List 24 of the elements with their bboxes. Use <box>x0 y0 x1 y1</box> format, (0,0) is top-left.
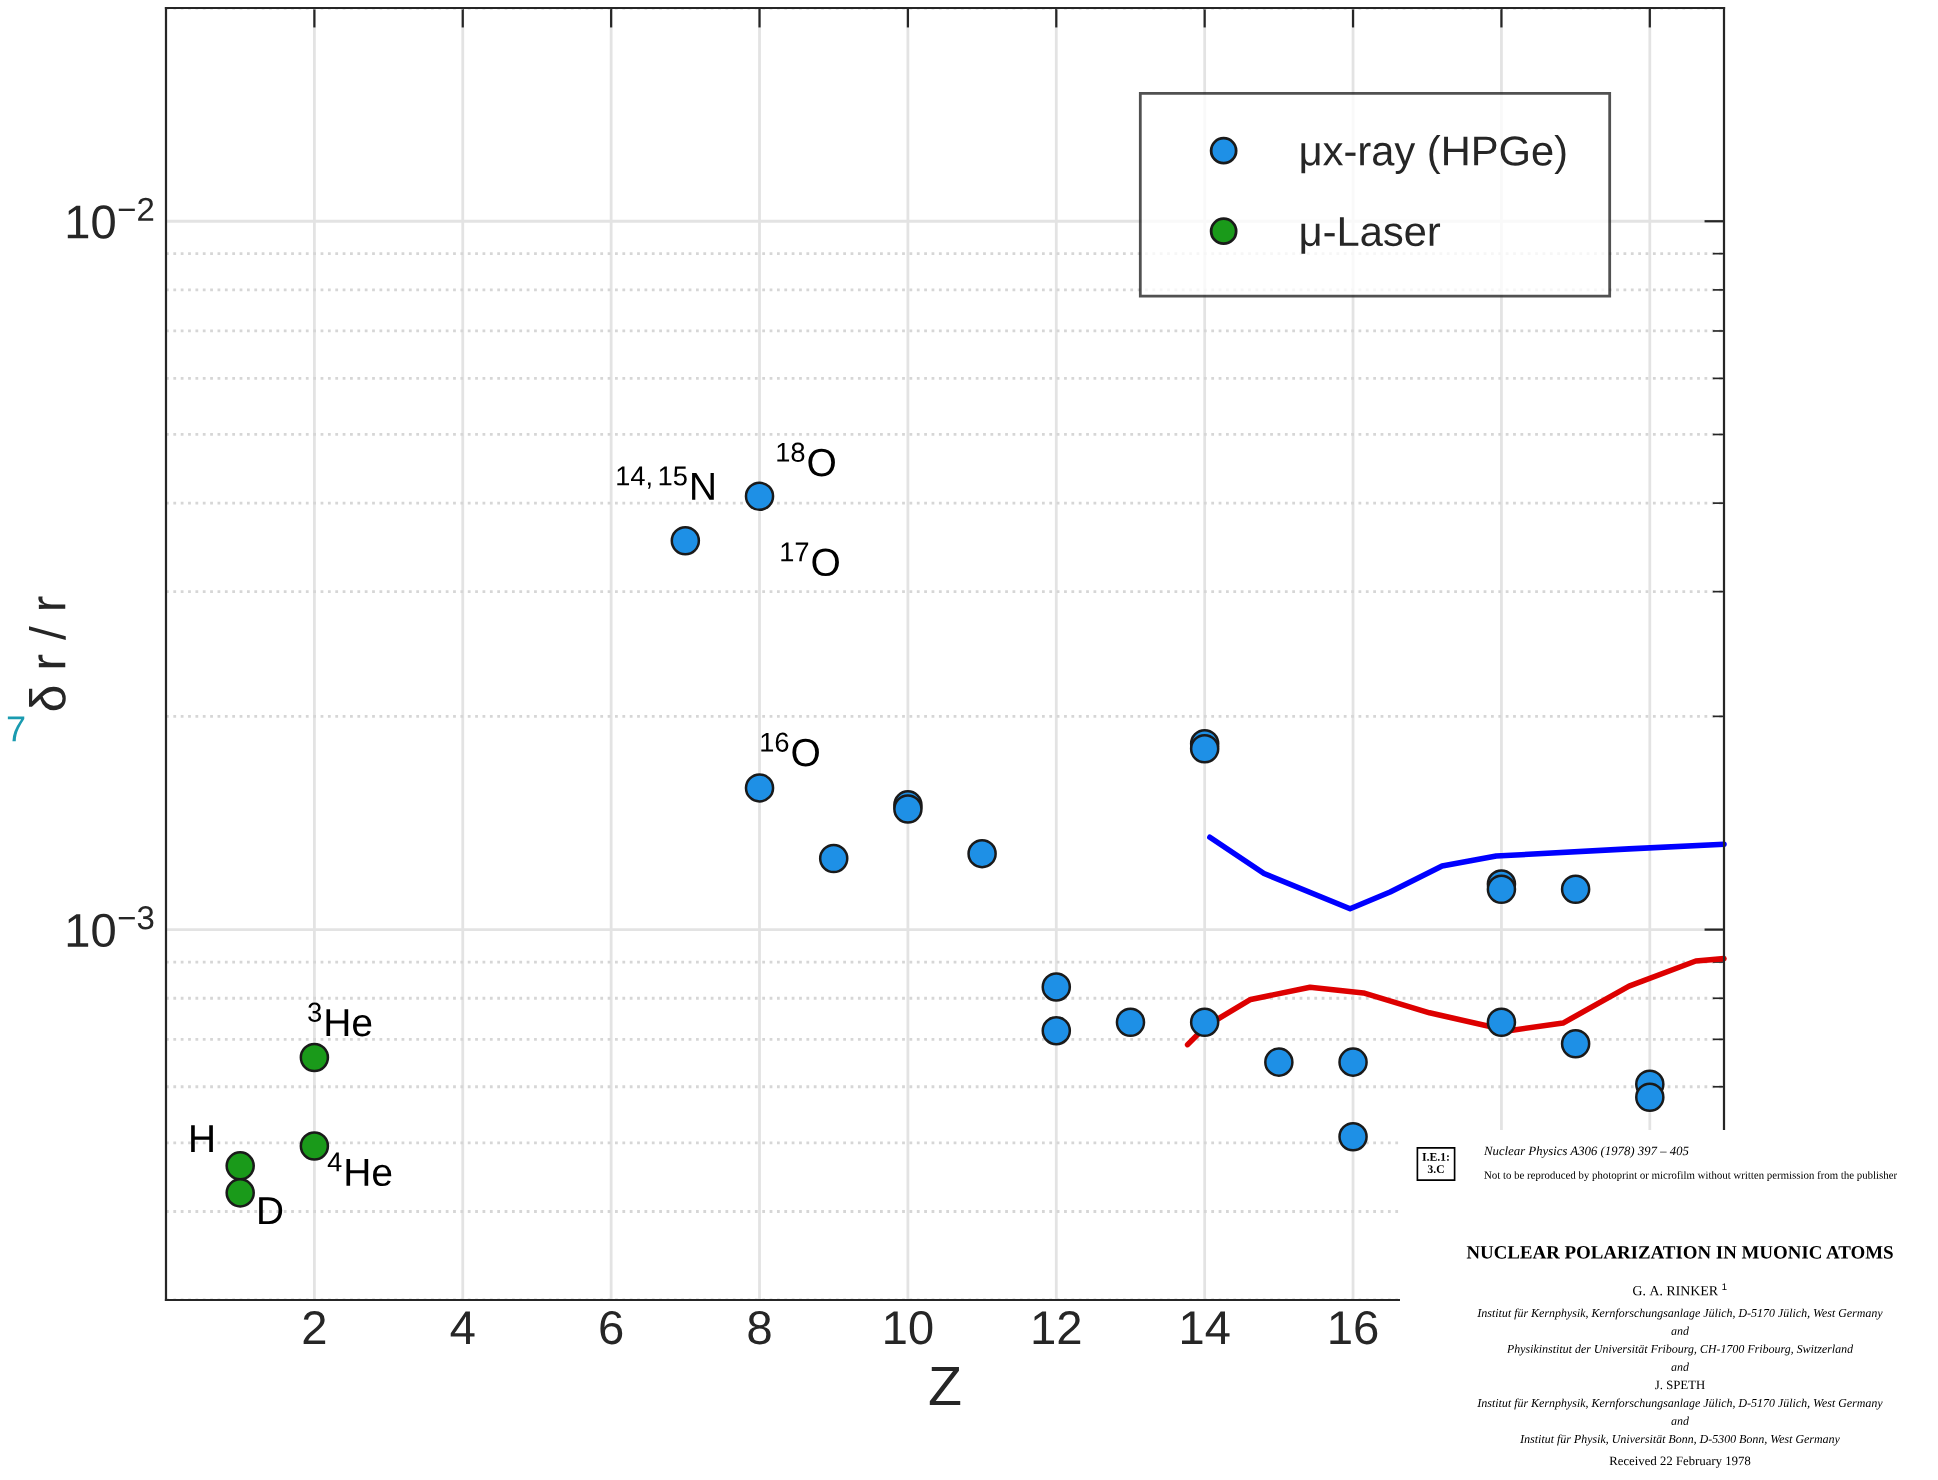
x-tick-label: 2 <box>303 1310 326 1344</box>
annotation: H <box>191 1125 213 1153</box>
annotation: $^{16}$O <box>761 732 819 767</box>
annotation: NUCLEAR POLARIZATION IN MUONIC ATOMS <box>1466 1246 1893 1259</box>
y-tick-label: 10$^{−3}$ <box>67 906 154 948</box>
x-axis-title: Z <box>929 1366 961 1406</box>
x-tick-label: 8 <box>748 1310 771 1345</box>
x-tick-label: 14 <box>1182 1311 1230 1344</box>
x-tick-label: 6 <box>600 1310 623 1345</box>
annotation: $^{3}$He <box>308 1002 372 1037</box>
annotation: $^{17}$O <box>781 542 839 577</box>
annotation: $^{4}$He <box>327 1152 392 1187</box>
legend-label: μx-ray (HPGe) <box>1301 135 1566 174</box>
x-tick-label: 12 <box>1033 1310 1081 1344</box>
annotation: D <box>259 1197 283 1225</box>
x-tick-label: 16 <box>1330 1310 1378 1345</box>
y-tick-label: 10$^{−2}$ <box>67 197 154 239</box>
x-tick-label: 4 <box>450 1311 475 1344</box>
annotation: $^{18}$O <box>777 442 835 477</box>
y-axis-title: δ r / r <box>29 596 66 711</box>
annotation: $^{14,15}$N <box>617 466 714 500</box>
legend-label: μ-Laser <box>1301 217 1441 254</box>
text: 7 <box>7 716 25 742</box>
x-tick-label: 10 <box>885 1310 933 1345</box>
